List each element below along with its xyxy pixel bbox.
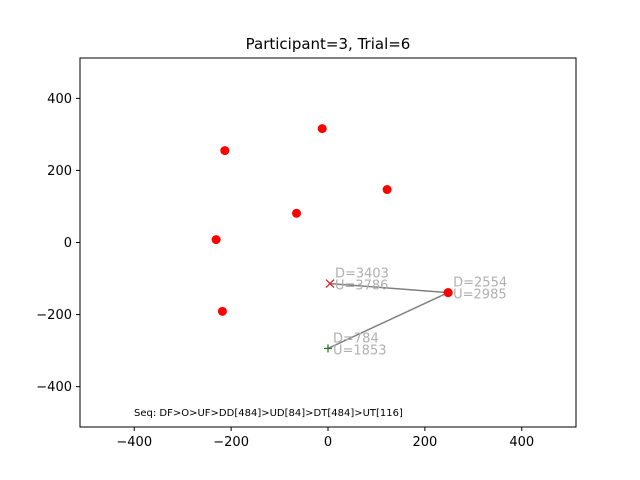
annotation-text: U=2985	[453, 288, 507, 303]
y-tick-label: −400	[36, 380, 72, 395]
annotation-text: D=3403	[335, 267, 389, 282]
annotation-text: U=1853	[333, 343, 387, 358]
path-segment	[327, 291, 449, 350]
annotation-text: U=3786	[335, 279, 389, 294]
chart-title: Participant=3, Trial=6	[246, 35, 411, 53]
target-point	[292, 208, 302, 218]
x-tick-label: 400	[509, 435, 534, 450]
target-point	[382, 185, 392, 195]
sequence-text: Seq: DF>O>UF>DD[484]>UD[84]>DT[484]>UT[1…	[134, 408, 403, 419]
path-layer	[324, 279, 453, 353]
target-point	[220, 146, 230, 156]
path-segment	[329, 282, 449, 294]
x-tick-label: 200	[412, 435, 437, 450]
path-point	[443, 288, 453, 298]
target-point	[217, 306, 227, 316]
points-layer	[211, 124, 453, 316]
ticks-layer: −400 −200 0 200 400 −400 −200 0 200 400	[36, 92, 534, 450]
annotation-text: D=784	[333, 331, 379, 346]
y-tick-label: −200	[36, 308, 72, 323]
y-tick-label: 400	[47, 92, 72, 107]
x-tick-label: −200	[213, 435, 249, 450]
y-tick-label: 200	[47, 164, 72, 179]
target-point	[317, 124, 327, 134]
end-marker	[325, 279, 335, 289]
annotation-text: D=2554	[453, 276, 507, 291]
x-tick-label: −400	[116, 435, 152, 450]
target-point	[211, 235, 221, 245]
y-tick-label: 0	[64, 236, 72, 251]
plot-frame	[79, 57, 577, 428]
x-tick-label: 0	[324, 435, 332, 450]
